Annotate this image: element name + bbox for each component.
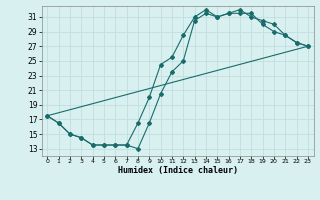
X-axis label: Humidex (Indice chaleur): Humidex (Indice chaleur) [118, 166, 237, 175]
